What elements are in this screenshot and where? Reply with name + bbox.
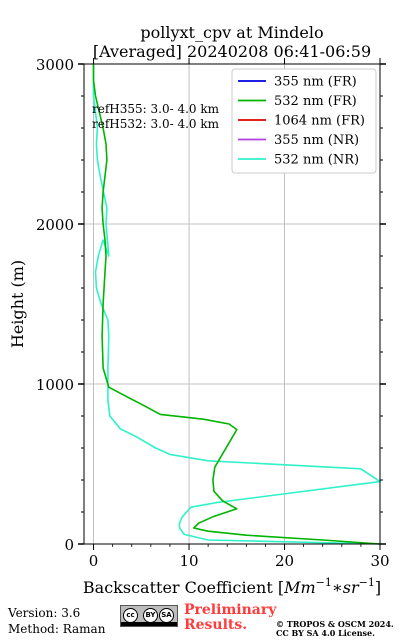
x-tick-label: 10: [179, 552, 198, 570]
y-axis-label: Height (m): [8, 260, 27, 348]
by-icon: BY: [143, 608, 158, 623]
legend-label: 532 nm (FR): [274, 94, 357, 109]
y-tick-label: 2000: [36, 216, 74, 234]
y-tick-label: 0: [64, 536, 74, 554]
refh355-annotation: refH355: 3.0- 4.0 km: [92, 102, 220, 116]
cc-icon: cc: [123, 608, 138, 623]
chart-title: pollyxt_cpv at Mindelo: [140, 23, 323, 42]
legend-label: 355 nm (NR): [274, 133, 359, 148]
y-tick-label: 3000: [36, 56, 74, 74]
cc-badge-strip: [121, 622, 177, 626]
method-text: Method: Raman: [8, 622, 106, 636]
version-text: Version: 3.6: [8, 606, 81, 620]
legend-label: 355 nm (FR): [274, 75, 357, 90]
plot-frame: [83, 63, 381, 545]
x-axis-label: Backscatter Coefficient [Mm−1∗sr−1]: [83, 576, 381, 597]
x-tick-label: 30: [370, 552, 389, 570]
legend-label: 1064 nm (FR): [274, 114, 365, 129]
data-curves: [92, 64, 381, 545]
copyright-line2: CC BY SA 4.0 License.: [276, 628, 375, 638]
series-line-532-nm-fr-: [92, 64, 381, 545]
copyright-line1: © TROPOS & OSCM 2024.: [276, 619, 394, 629]
legend: 355 nm (FR) 532 nm (FR) 1064 nm (FR) 355 nm…: [231, 68, 377, 174]
chart-subtitle: [Averaged] 20240208 06:41-06:59: [93, 42, 371, 61]
cc-license-badge: cc BY SA: [120, 605, 178, 627]
refh532-annotation: refH532: 3.0- 4.0 km: [92, 117, 220, 131]
x-tick-label: 20: [275, 552, 294, 570]
preliminary-results-line1: Preliminary: [184, 602, 277, 618]
preliminary-results-line2: Results.: [184, 617, 248, 633]
sa-icon: SA: [159, 608, 174, 623]
y-tick-label: 1000: [36, 376, 74, 394]
legend-box: [231, 68, 377, 174]
x-tick-label: 0: [89, 552, 99, 570]
axis-ticks: [78, 58, 386, 550]
axis-tick-labels: 0 10 20 30 0 1000 2000 3000: [36, 56, 390, 570]
legend-label: 532 nm (NR): [274, 153, 359, 168]
